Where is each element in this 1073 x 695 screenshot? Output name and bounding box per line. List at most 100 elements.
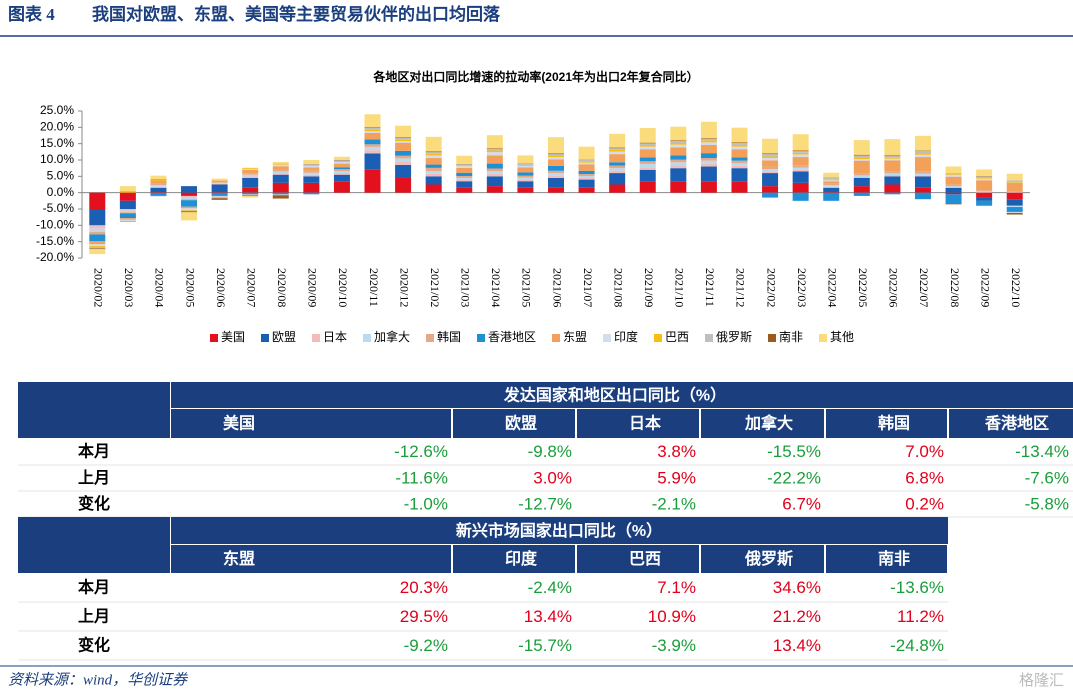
table-cell: -1.0% bbox=[404, 494, 448, 513]
x-tick-label: 2020/09 bbox=[306, 268, 320, 307]
bar-segment bbox=[425, 176, 442, 185]
bar-segment bbox=[884, 155, 901, 157]
bar-segment bbox=[700, 142, 717, 145]
bar-segment bbox=[486, 186, 503, 193]
bar-segment bbox=[914, 157, 931, 172]
bar-segment bbox=[609, 151, 626, 155]
bar-segment bbox=[578, 177, 595, 180]
bar-segment bbox=[211, 192, 228, 196]
bar-segment bbox=[119, 210, 136, 213]
table-cell: -13.4% bbox=[1015, 442, 1069, 461]
x-tick-label: 2021/05 bbox=[520, 268, 534, 307]
bar-segment bbox=[670, 165, 687, 169]
bar-segment bbox=[486, 135, 503, 149]
bar-segment bbox=[700, 163, 717, 167]
bar-segment bbox=[976, 197, 993, 201]
bar-segment bbox=[639, 146, 656, 150]
bar-segment bbox=[670, 159, 687, 163]
bar-segment bbox=[1006, 180, 1023, 183]
bar-segment bbox=[945, 166, 962, 174]
column-header: 印度 bbox=[505, 549, 538, 568]
table-cell: 11.2% bbox=[897, 607, 944, 626]
bar-segment bbox=[731, 143, 748, 145]
table-cell: 10.9% bbox=[648, 607, 696, 626]
bar-segment bbox=[609, 154, 626, 163]
legend-swatch bbox=[768, 334, 776, 342]
legend-swatch bbox=[819, 334, 827, 342]
bar-segment bbox=[425, 155, 442, 159]
bar-segment bbox=[823, 192, 840, 201]
bar-segment bbox=[395, 158, 412, 162]
bar-segment bbox=[884, 192, 901, 195]
bar-segment bbox=[150, 175, 167, 179]
bar-segment bbox=[517, 181, 534, 188]
bar-segment bbox=[181, 211, 198, 213]
bar-segment bbox=[823, 191, 840, 193]
bar-segment bbox=[884, 158, 901, 161]
column-header: 韩国 bbox=[878, 414, 910, 433]
bar-segment bbox=[823, 183, 840, 186]
bar-segment bbox=[272, 171, 289, 174]
table-cell: 7.0% bbox=[905, 442, 944, 461]
bar-segment bbox=[731, 144, 748, 147]
table-cell: -2.1% bbox=[652, 494, 696, 513]
table-title: 发达国家和地区出口同比（%） bbox=[503, 386, 726, 405]
bar-segment bbox=[89, 209, 106, 226]
bar-segment bbox=[364, 153, 381, 170]
bar-segment bbox=[548, 137, 564, 154]
bar-segment bbox=[425, 167, 442, 172]
bar-segment bbox=[792, 192, 809, 201]
bar-segment bbox=[303, 160, 320, 164]
x-tick-label: 2022/10 bbox=[1009, 268, 1023, 307]
bar-segment bbox=[1006, 182, 1023, 192]
bar-segment bbox=[517, 167, 534, 173]
bar-segment bbox=[211, 184, 228, 192]
table-cell: 3.8% bbox=[657, 442, 696, 461]
bar-segment bbox=[425, 184, 442, 193]
bar-segment bbox=[945, 184, 962, 187]
bar-segment bbox=[639, 167, 656, 170]
bar-segment bbox=[976, 192, 993, 193]
bar-segment bbox=[242, 194, 259, 196]
bar-segment bbox=[731, 168, 748, 182]
bar-segment bbox=[914, 175, 931, 177]
bar-segment bbox=[609, 162, 626, 166]
column-header: 俄罗斯 bbox=[744, 549, 793, 568]
table-corner bbox=[18, 517, 170, 573]
column-header: 巴西 bbox=[629, 550, 661, 568]
bar-segment bbox=[578, 176, 595, 178]
bar-segment bbox=[211, 191, 228, 193]
bar-segment bbox=[700, 166, 717, 182]
bar-segment bbox=[333, 181, 350, 193]
bar-segment bbox=[272, 169, 289, 172]
x-tick-label: 2022/04 bbox=[825, 268, 839, 307]
bar-segment bbox=[853, 173, 870, 176]
bar-segment bbox=[242, 176, 259, 178]
bar-segment bbox=[792, 152, 809, 155]
bar-segment bbox=[242, 187, 259, 193]
bar-segment bbox=[211, 182, 228, 184]
bar-segment bbox=[242, 167, 259, 169]
bar-segment bbox=[700, 160, 717, 164]
bar-segment bbox=[364, 132, 381, 140]
table-cell: 5.9% bbox=[657, 468, 696, 487]
legend-label: 加拿大 bbox=[374, 329, 410, 344]
legend-label: 其他 bbox=[830, 330, 854, 344]
bar-segment bbox=[884, 173, 901, 176]
bar-segment bbox=[639, 143, 656, 145]
bar-segment bbox=[945, 175, 962, 177]
bar-segment bbox=[792, 134, 809, 151]
bar-segment bbox=[211, 198, 228, 200]
bar-segment bbox=[364, 139, 381, 145]
column-header: 东盟 bbox=[223, 549, 255, 568]
bar-segment bbox=[89, 245, 106, 247]
bar-segment bbox=[578, 161, 595, 163]
bar-segment bbox=[578, 162, 595, 165]
bar-segment bbox=[609, 168, 626, 171]
bar-segment bbox=[914, 150, 931, 154]
bar-segment bbox=[945, 186, 962, 188]
bar-segment bbox=[181, 209, 198, 211]
bar-segment bbox=[333, 156, 350, 160]
bar-segment bbox=[150, 185, 167, 187]
